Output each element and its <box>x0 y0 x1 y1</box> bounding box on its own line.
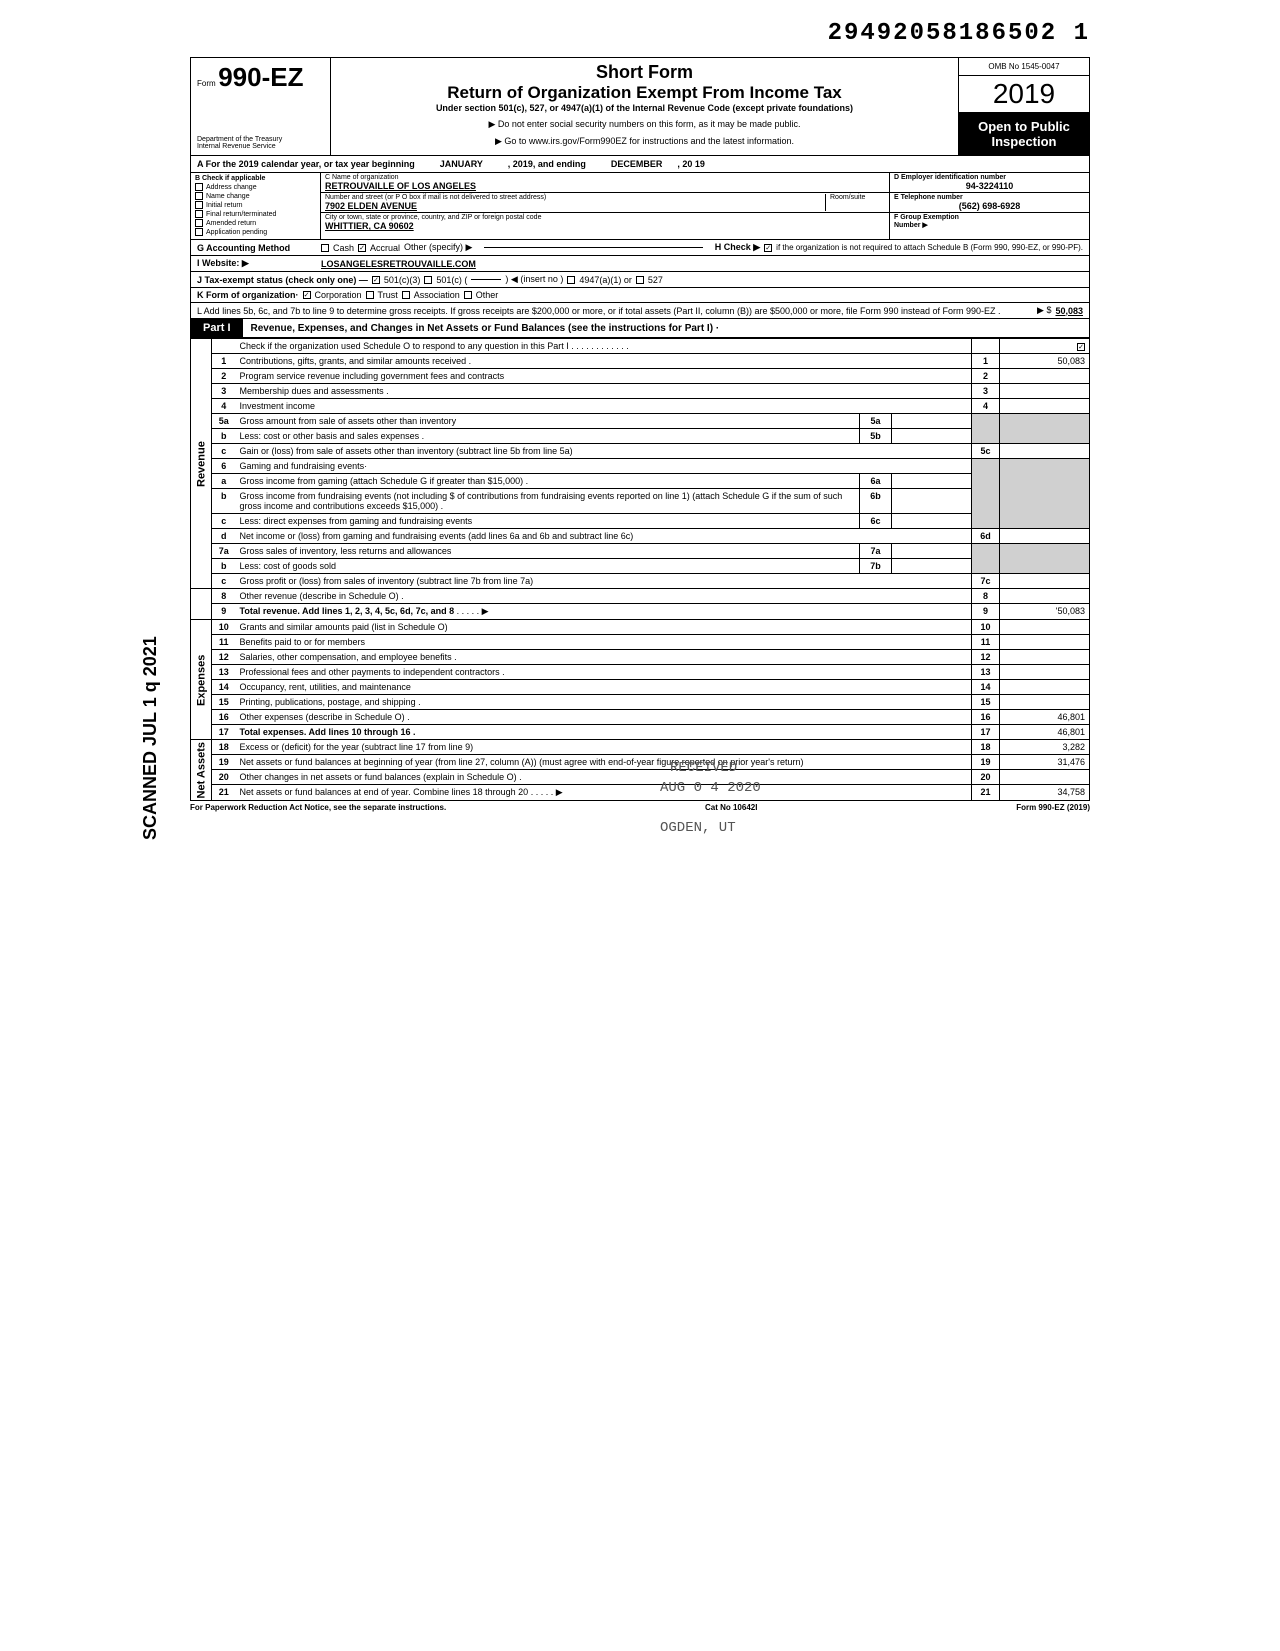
footer-mid: Cat No 10642I <box>705 803 757 812</box>
footer-left: For Paperwork Reduction Act Notice, see … <box>190 803 446 812</box>
row-j: J Tax-exempt status (check only one) — ✓… <box>190 272 1090 288</box>
row-k: K Form of organization· ✓Corporation Tru… <box>190 288 1090 303</box>
part1-badge: Part I <box>191 319 243 337</box>
scanned-stamp: SCANNED JUL 1 q 2021 <box>140 636 161 840</box>
subtitle: Under section 501(c), 527, or 4947(a)(1)… <box>339 103 950 113</box>
phone-value: (562) 698-6928 <box>894 201 1085 211</box>
f-label: F Group Exemption <box>894 214 1085 221</box>
part1-title: Revenue, Expenses, and Changes in Net As… <box>243 320 728 337</box>
addr-label: Number and street (or P O box if mail is… <box>325 194 825 201</box>
room-label: Room/suite <box>830 194 885 201</box>
open-public-badge: Open to Public Inspection <box>959 113 1089 155</box>
row-l: L Add lines 5b, 6c, and 7b to line 9 to … <box>190 303 1090 319</box>
cb-4947[interactable] <box>567 276 575 284</box>
form-number: 990-EZ <box>218 62 303 92</box>
amt-line19: 31,476 <box>1000 755 1090 770</box>
part1-header: Part I Revenue, Expenses, and Changes in… <box>190 319 1090 338</box>
cb-final-return[interactable] <box>195 210 203 218</box>
c-label: C Name of organization <box>325 174 885 181</box>
b-header: B Check if applicable <box>195 175 316 182</box>
city-value: WHITTIER, CA 90602 <box>325 221 885 231</box>
cb-accrual[interactable]: ✓ <box>358 244 366 252</box>
cb-amended-return[interactable] <box>195 219 203 227</box>
amt-line9: '50,083 <box>1000 604 1090 620</box>
addr-value: 7902 ELDEN AVENUE <box>325 201 825 211</box>
city-label: City or town, state or province, country… <box>325 214 885 221</box>
cb-name-change[interactable] <box>195 192 203 200</box>
cb-501c3[interactable]: ✓ <box>372 276 380 284</box>
side-revenue: Revenue <box>191 339 212 589</box>
note-website: ▶ Go to www.irs.gov/Form990EZ for instru… <box>339 136 950 147</box>
amt-line16: 46,801 <box>1000 710 1090 725</box>
cb-527[interactable] <box>636 276 644 284</box>
d-label: D Employer identification number <box>894 174 1085 181</box>
e-label: E Telephone number <box>894 194 1085 201</box>
section-b-c-d: B Check if applicable Address change Nam… <box>190 173 1090 240</box>
form-label: Form <box>197 79 216 88</box>
cb-corp[interactable]: ✓ <box>303 291 311 299</box>
side-netassets: Net Assets <box>191 740 212 801</box>
side-expenses: Expenses <box>191 620 212 740</box>
org-name: RETROUVAILLE OF LOS ANGELES <box>325 181 885 191</box>
tax-year: 2019 <box>959 76 1089 113</box>
cb-other[interactable] <box>464 291 472 299</box>
cb-trust[interactable] <box>366 291 374 299</box>
cb-application-pending[interactable] <box>195 228 203 236</box>
f-label2: Number ▶ <box>894 221 1085 229</box>
cb-assoc[interactable] <box>402 291 410 299</box>
amt-line17: 46,801 <box>1000 725 1090 740</box>
dept-treasury: Department of the Treasury <box>197 136 324 144</box>
received-stamp3: OGDEN, UT <box>660 820 736 836</box>
ein-value: 94-3224110 <box>894 181 1085 191</box>
dln-number: 29492058186502 1 <box>190 20 1090 47</box>
schedule-table: Revenue Check if the organization used S… <box>190 338 1090 801</box>
row-a-tax-year: A For the 2019 calendar year, or tax yea… <box>190 156 1090 173</box>
cb-schedule-o[interactable]: ✓ <box>1077 343 1085 351</box>
amt-line1: 50,083 <box>1000 354 1090 369</box>
note-ssn: ▶ Do not enter social security numbers o… <box>339 119 950 130</box>
cb-501c[interactable] <box>424 276 432 284</box>
l-amount: 50,083 <box>1055 306 1083 316</box>
cb-schedule-b[interactable]: ✓ <box>764 244 772 252</box>
cb-cash[interactable] <box>321 244 329 252</box>
row-g-h: G Accounting Method Cash ✓Accrual Other … <box>190 240 1090 256</box>
footer-right: Form 990-EZ (2019) <box>1016 803 1090 812</box>
omb-number: OMB No 1545-0047 <box>959 58 1089 76</box>
amt-line21: 34,758 <box>1000 785 1090 801</box>
row-i: I Website: ▶ LOSANGELESRETROUVAILLE.COM <box>190 256 1090 272</box>
amt-line18: 3,282 <box>1000 740 1090 755</box>
cb-address-change[interactable] <box>195 183 203 191</box>
title-short-form: Short Form <box>339 62 950 83</box>
title-return: Return of Organization Exempt From Incom… <box>339 83 950 103</box>
cb-initial-return[interactable] <box>195 201 203 209</box>
footer: For Paperwork Reduction Act Notice, see … <box>190 801 1090 814</box>
website-value: LOSANGELESRETROUVAILLE.COM <box>321 259 476 269</box>
form-header: Form 990-EZ Department of the Treasury I… <box>190 57 1090 156</box>
dept-irs: Internal Revenue Service <box>197 143 324 151</box>
